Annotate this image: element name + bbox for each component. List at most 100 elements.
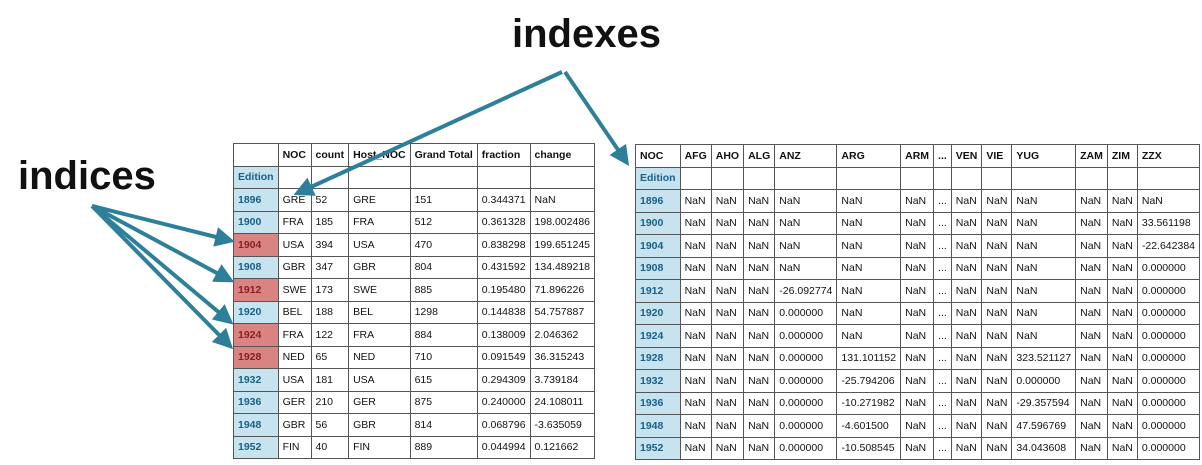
table-cell: GRE: [348, 188, 411, 212]
table-cell: NaN: [950, 279, 983, 303]
blank-cell: [476, 165, 531, 189]
table-cell: NaN: [710, 234, 745, 258]
right-dataframe-table: NOC AFG AHO ALG ANZ ARG ARM... VEN VIE YUG ZAM ZIM Z…: [635, 144, 1201, 460]
table-cell: NaN: [743, 211, 776, 235]
table-cell: 40: [310, 435, 350, 459]
table-cell: ...: [933, 189, 952, 213]
table-cell: 0.000000: [774, 346, 838, 370]
table-row: 1900 NaN NaN NaN NaN NaN NaN... NaN NaN NaN NaN NaN…: [635, 211, 1201, 235]
table-cell: GBR: [277, 413, 312, 437]
blank-cell: [679, 166, 712, 190]
table-cell: 36.315243: [529, 345, 596, 369]
table-cell: 0.044994: [476, 435, 531, 459]
table-cell: SWE: [348, 278, 411, 302]
table-cell: NaN: [1106, 256, 1138, 280]
table-cell: NaN: [1075, 346, 1108, 370]
table-cell: 71.896226: [529, 278, 596, 302]
column-header: ARG: [836, 144, 902, 168]
table-cell: NaN: [743, 279, 776, 303]
row-index-cell: 1948: [233, 413, 279, 437]
row-index-cell: 1948: [635, 414, 681, 438]
table-cell: NaN: [950, 211, 983, 235]
index-name-cell: Edition: [233, 165, 279, 189]
table-cell: 323.521127: [1011, 346, 1077, 370]
table-cell: NaN: [710, 391, 745, 415]
table-cell: GBR: [277, 255, 312, 279]
blank-cell: [950, 166, 983, 190]
row-index-cell: 1932: [635, 369, 681, 393]
table-cell: 0.000000: [1136, 256, 1201, 280]
table-cell: NaN: [981, 346, 1013, 370]
row-index-cell: 1908: [233, 255, 279, 279]
blank-cell: [1106, 166, 1138, 190]
table-cell: NaN: [900, 189, 935, 213]
arrow-indices-1924: [90, 204, 234, 325]
blank-cell: [1011, 166, 1077, 190]
table-cell: 394: [310, 233, 350, 257]
table-cell: FIN: [277, 435, 312, 459]
table-cell: NaN: [774, 234, 838, 258]
table-cell: 0.068796: [476, 413, 531, 437]
blank-cell: [933, 166, 952, 190]
blank-cell: [529, 165, 596, 189]
table-cell: 0.000000: [1136, 414, 1201, 438]
table-cell: NaN: [950, 234, 983, 258]
table-cell: NaN: [1106, 211, 1138, 235]
column-header: Grand Total: [409, 143, 478, 167]
table-cell: -25.794206: [836, 369, 902, 393]
table-cell: NaN: [743, 436, 776, 460]
table-cell: 52: [310, 188, 350, 212]
table-cell: 710: [409, 345, 478, 369]
table-cell: NaN: [1106, 369, 1138, 393]
table-cell: NaN: [774, 256, 838, 280]
table-cell: NaN: [710, 301, 745, 325]
table-cell: NaN: [1075, 189, 1108, 213]
table-cell: 65: [310, 345, 350, 369]
table-cell: NaN: [950, 346, 983, 370]
table-cell: 199.651245: [529, 233, 596, 257]
table-cell: 889: [409, 435, 478, 459]
column-header: Host_NOC: [348, 143, 411, 167]
table-cell: NaN: [836, 279, 902, 303]
table-cell: ...: [933, 234, 952, 258]
table-cell: NaN: [774, 189, 838, 213]
table-cell: NaN: [679, 279, 712, 303]
table-cell: 0.000000: [774, 436, 838, 460]
table-row: 1908 NaN NaN NaN NaN NaN NaN... NaN NaN NaN NaN NaN…: [635, 256, 1201, 280]
table-cell: NaN: [1075, 391, 1108, 415]
table-cell: NaN: [679, 234, 712, 258]
table-cell: ...: [933, 436, 952, 460]
blank-cell: [277, 165, 312, 189]
table-cell: FRA: [277, 323, 312, 347]
row-index-cell: 1904: [233, 233, 279, 257]
table-cell: NaN: [1075, 414, 1108, 438]
table-cell: ...: [933, 211, 952, 235]
table-cell: NaN: [743, 189, 776, 213]
table-cell: NaN: [950, 436, 983, 460]
table-cell: NaN: [1106, 324, 1138, 348]
table-cell: NaN: [981, 279, 1013, 303]
table-cell: NaN: [774, 211, 838, 235]
column-index-header: NOC: [635, 144, 681, 168]
table-cell: 54.757887: [529, 300, 596, 324]
table-row: 1920 BEL 188 BEL 1298 0.144838 54.757887: [233, 300, 596, 324]
table-cell: NaN: [981, 391, 1013, 415]
table-cell: NaN: [743, 414, 776, 438]
table-cell: NED: [348, 345, 411, 369]
column-header: AFG: [679, 144, 712, 168]
table-cell: NaN: [981, 189, 1013, 213]
table-cell: 185: [310, 210, 350, 234]
table-cell: NaN: [1075, 234, 1108, 258]
table-cell: NaN: [950, 189, 983, 213]
table-cell: GBR: [348, 413, 411, 437]
table-cell: NaN: [1075, 369, 1108, 393]
table-cell: NaN: [1075, 256, 1108, 280]
row-index-cell: 1904: [635, 234, 681, 258]
table-cell: NaN: [836, 256, 902, 280]
row-index-cell: 1952: [635, 436, 681, 460]
table-cell: ...: [933, 346, 952, 370]
table-cell: 0.431592: [476, 255, 531, 279]
table-cell: NaN: [710, 369, 745, 393]
table-cell: NaN: [836, 324, 902, 348]
table-cell: BEL: [277, 300, 312, 324]
